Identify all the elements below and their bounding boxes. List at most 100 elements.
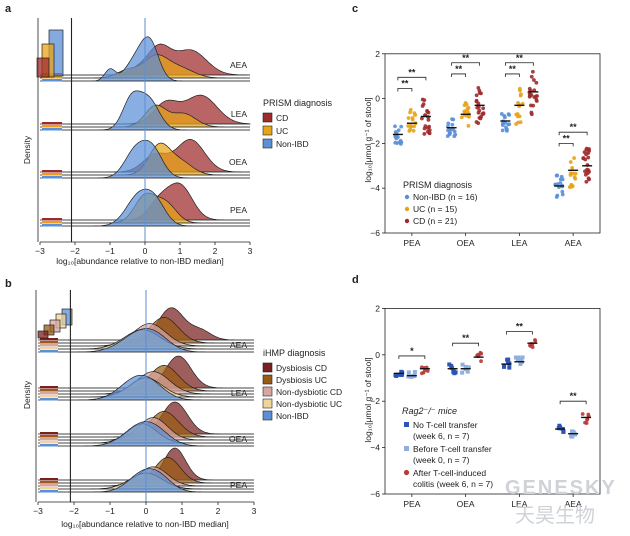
data-point [396, 128, 401, 133]
legend-d-label-sub: (week 6, n = 7) [413, 431, 470, 441]
data-point [474, 98, 479, 103]
y-tick-label: −6 [370, 228, 380, 238]
significance-label: ** [462, 53, 470, 63]
data-point [412, 370, 417, 375]
data-point [506, 112, 511, 117]
data-point [528, 344, 533, 348]
data-point [584, 152, 588, 157]
ridge-stub [40, 389, 58, 392]
data-point [477, 91, 482, 95]
ridge-stub [40, 481, 58, 484]
x-tick-label: 0 [144, 506, 149, 516]
legend-a-label: UC [276, 126, 288, 136]
y-tick-label: −4 [370, 443, 380, 453]
data-point [396, 372, 401, 377]
data-point [515, 112, 520, 116]
data-point [584, 179, 589, 184]
legend-c-marker [404, 218, 410, 224]
ridge-stub [42, 122, 62, 125]
panel-d-ylabel: log₁₀[μmol g⁻¹ of stool] [363, 357, 373, 442]
data-point [504, 127, 509, 132]
data-point [420, 104, 425, 108]
significance-bracket [558, 143, 574, 147]
y-tick-label: −2 [370, 138, 380, 148]
ridge-stub [40, 444, 58, 447]
data-point [587, 177, 591, 182]
data-point [515, 357, 520, 362]
panel-a-x-axis: −3 −2 −1 0 1 2 3 [35, 241, 253, 256]
ridge-stub [40, 487, 58, 490]
legend-c-marker [404, 194, 410, 200]
x-tick-label-lea: LEA [511, 238, 527, 248]
significance-label: ** [516, 53, 524, 63]
data-point [558, 177, 563, 182]
data-point [406, 124, 411, 128]
data-point [412, 111, 417, 116]
significance-label: * [410, 346, 414, 356]
ridge-stub [40, 478, 58, 481]
panel-b-ridges: AEA LEA OEA PEA [35, 290, 254, 502]
legend-d-label: After T-cell-induced [413, 468, 486, 478]
data-point [452, 134, 457, 139]
data-point [529, 110, 534, 115]
legend-b-label: Non-IBD [276, 411, 309, 421]
legend-c-label: UC (n = 15) [413, 204, 457, 214]
data-point [420, 371, 424, 376]
panel-c-ylabel: log₁₀[μmol g⁻¹ of stool] [363, 97, 373, 182]
data-point [399, 124, 404, 129]
y-tick-label: 2 [375, 49, 380, 59]
ridge-stub [40, 441, 58, 444]
data-point [465, 110, 470, 114]
detection-limit-bar [36, 57, 50, 78]
x-tick-label: 3 [248, 246, 253, 256]
x-tick-label: 3 [252, 506, 257, 516]
data-point [459, 115, 464, 120]
data-point [479, 351, 484, 356]
legend-b-label: Dysbiosis CD [276, 363, 327, 373]
data-point [527, 86, 532, 91]
data-point [558, 181, 563, 185]
legend-b-label: Dysbiosis UC [276, 375, 327, 385]
ridge-stub [40, 438, 58, 441]
data-point [573, 171, 578, 176]
legend-b-swatch [262, 362, 273, 373]
significance-bracket [397, 76, 427, 81]
x-tick-label-pea: PEA [403, 499, 420, 509]
significance-label: ** [570, 391, 578, 401]
data-point [481, 111, 486, 116]
watermark-latin: GENESKY [505, 477, 617, 499]
legend-d-label-sub: (week 0, n = 7) [413, 455, 470, 465]
data-point [427, 128, 432, 133]
significance-label: ** [516, 322, 524, 332]
data-point [533, 339, 538, 343]
data-point [534, 99, 539, 103]
data-point [460, 362, 465, 367]
panel-b: b Density AEA LEA OEA PEA −3 −2 −1 0 1 2 3 log₁₀[… [5, 278, 342, 529]
data-point [420, 97, 425, 102]
data-point [506, 122, 511, 127]
data-point [476, 86, 481, 90]
significance-bracket [397, 88, 413, 92]
data-point [585, 171, 590, 176]
data-point [561, 429, 566, 434]
legend-a-swatch [262, 125, 273, 136]
data-point [462, 109, 467, 114]
x-tick-label: 2 [216, 506, 221, 516]
ridge-stub [42, 79, 62, 82]
data-point [463, 101, 468, 105]
data-point [408, 127, 413, 132]
data-point [519, 357, 524, 362]
ridge-row-label-oea: OEA [229, 434, 247, 444]
y-tick-label: −4 [370, 183, 380, 193]
significance-bracket [505, 331, 533, 335]
data-point [584, 421, 589, 426]
legend-c-label: CD (n = 21) [413, 216, 457, 226]
legend-c-label: Non-IBD (n = 16) [413, 192, 478, 202]
y-tick-label: 0 [375, 94, 380, 104]
x-tick-label: −1 [105, 246, 115, 256]
data-point [554, 195, 559, 199]
panel-c-legend-title: PRISM diagnosis [403, 180, 473, 190]
data-point [451, 369, 456, 374]
data-point [450, 117, 454, 122]
